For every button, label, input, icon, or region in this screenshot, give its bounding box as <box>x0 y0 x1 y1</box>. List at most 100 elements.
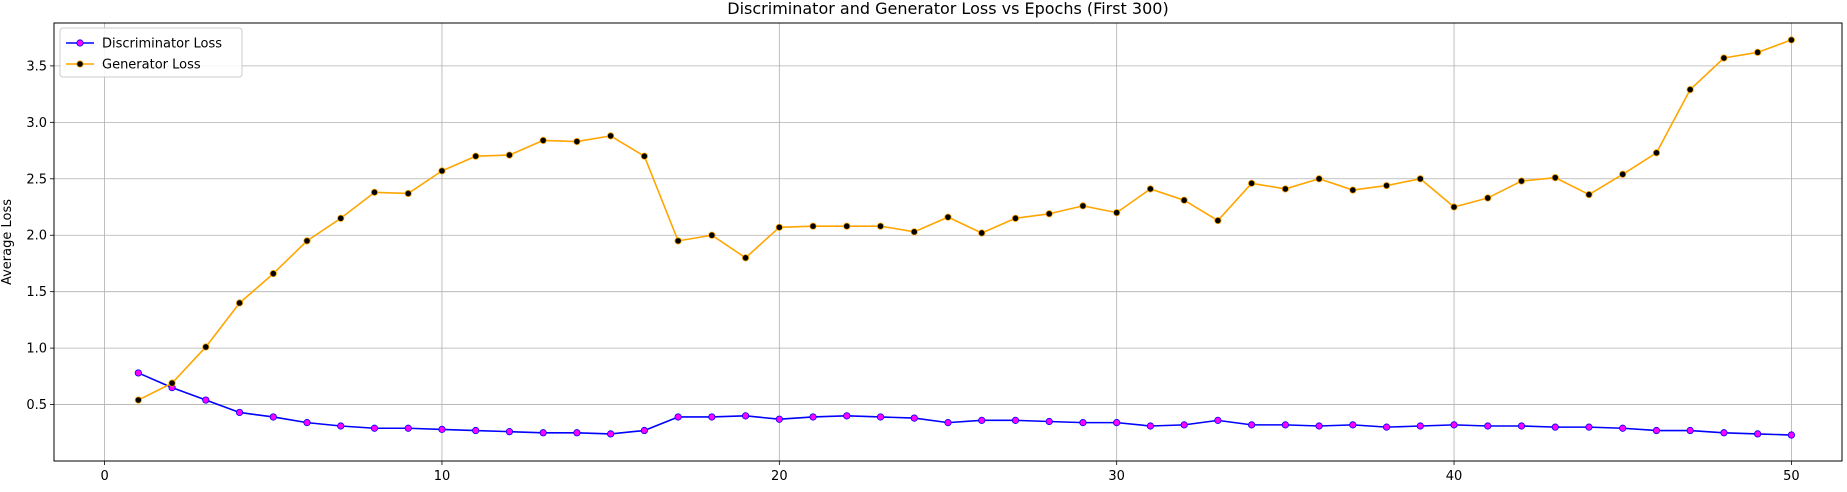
discriminator-loss-point <box>674 413 682 421</box>
discriminator-loss-line <box>138 372 1792 436</box>
generator-loss-point <box>134 396 142 404</box>
generator-loss-point <box>337 214 345 222</box>
discriminator-loss-point <box>1382 423 1391 431</box>
discriminator-loss-point <box>910 414 918 422</box>
discriminator-loss-point <box>1011 416 1020 424</box>
discriminator-loss-point <box>1079 419 1087 427</box>
discriminator-loss-point <box>573 429 581 437</box>
discriminator-loss-point <box>370 424 379 432</box>
discriminator-loss-point <box>1585 423 1593 431</box>
generator-loss-point <box>1011 214 1020 222</box>
generator-loss-line <box>137 39 1792 401</box>
generator-loss-point <box>370 188 379 196</box>
generator-loss-point <box>1686 86 1694 94</box>
generator-loss-point <box>1146 185 1155 193</box>
generator-loss-point <box>1450 203 1458 211</box>
discriminator-loss-point <box>775 415 783 423</box>
discriminator-loss-point <box>1754 430 1762 438</box>
discriminator-loss-point <box>1146 422 1155 430</box>
x-tick-label: 30 <box>1108 469 1125 484</box>
generator-loss-point <box>202 343 210 351</box>
generator-loss-point <box>741 254 750 262</box>
legend: Discriminator Loss Generator Loss <box>59 27 243 78</box>
discriminator-loss-point <box>1720 429 1728 437</box>
y-tick-label: 2.5 <box>26 172 47 187</box>
generator-loss-point <box>1079 202 1087 210</box>
series-layer <box>134 36 1795 439</box>
generator-loss-point <box>1787 36 1795 44</box>
generator-loss-point <box>1551 174 1559 182</box>
y-tick-label: 2.0 <box>26 229 47 244</box>
discriminator-loss-point <box>438 425 446 433</box>
generator-loss-point <box>269 270 277 278</box>
generator-loss-point <box>843 222 851 230</box>
discriminator-loss-point <box>202 396 210 404</box>
generator-loss-point <box>876 222 885 230</box>
generator-loss-point <box>438 167 446 175</box>
generator-loss-point <box>910 228 918 236</box>
discriminator-loss-point <box>708 413 716 421</box>
discriminator-loss-point <box>1517 422 1526 430</box>
generator-legend-marker <box>76 60 84 68</box>
ticks-layer: 0 10 20 30 40 50 0.5 1.0 1.5 2.0 2.5 3.0 3.5 <box>26 59 1799 484</box>
discriminator-loss-point <box>1315 422 1323 430</box>
generator-loss-point <box>1248 179 1256 187</box>
generator-loss-point <box>505 151 514 159</box>
discriminator-loss-point <box>640 426 648 435</box>
generator-loss-point <box>472 152 480 160</box>
y-axis-label: Average Loss <box>0 199 15 285</box>
x-tick-label: 40 <box>1446 469 1463 484</box>
y-tick-label: 1.0 <box>26 342 47 357</box>
y-tick-label: 3.0 <box>26 116 47 131</box>
generator-loss-point <box>1281 185 1289 193</box>
discriminator-loss-point <box>1349 421 1357 429</box>
plot-frame <box>53 22 1843 462</box>
generator-loss-point <box>1180 196 1188 204</box>
discriminator-loss-point <box>337 422 345 430</box>
discriminator-loss-point <box>843 412 851 420</box>
generator-loss-point <box>1754 48 1762 56</box>
discriminator-loss-point <box>1214 416 1222 424</box>
generator-loss-point <box>1214 216 1222 225</box>
discriminator-loss-point <box>978 416 986 424</box>
discriminator-loss-point <box>1248 421 1256 429</box>
discriminator-loss-point <box>1686 426 1694 435</box>
generator-loss-point <box>303 237 311 245</box>
generator-loss-point <box>1315 175 1323 183</box>
chart-title: Discriminator and Generator Loss vs Epoc… <box>727 0 1168 18</box>
generator-loss-point <box>607 132 615 140</box>
discriminator-loss-point <box>809 413 817 421</box>
discriminator-loss-point <box>876 413 885 421</box>
discriminator-loss-point <box>607 430 615 438</box>
y-tick-label: 0.5 <box>26 398 47 413</box>
discriminator-loss-point <box>1551 423 1559 431</box>
generator-loss-point <box>1652 149 1661 157</box>
generator-loss-point <box>404 189 412 198</box>
discriminator-loss-point <box>1113 419 1121 427</box>
generator-loss-point <box>1585 190 1593 199</box>
generator-loss-point <box>1619 170 1627 178</box>
discriminator-loss-point <box>1416 422 1424 430</box>
generator-loss-point <box>640 152 648 160</box>
legend-box <box>59 27 243 78</box>
generator-loss-point <box>573 137 581 146</box>
generator-loss-point <box>775 223 783 231</box>
grid-layer <box>54 23 1842 461</box>
x-tick-label: 50 <box>1783 469 1800 484</box>
generator-loss-point <box>1382 181 1391 190</box>
discriminator-loss-point <box>944 419 952 427</box>
generator-loss-point <box>235 299 244 307</box>
x-tick-label: 10 <box>434 469 451 484</box>
generator-loss-point <box>1113 209 1121 217</box>
discriminator-loss-point <box>1450 421 1458 429</box>
generator-loss-point <box>168 379 176 387</box>
discriminator-loss-point <box>303 419 311 427</box>
discriminator-loss-point <box>472 426 480 435</box>
discriminator-loss-point <box>1180 421 1188 429</box>
x-tick-label: 20 <box>771 469 788 484</box>
generator-loss-point <box>1349 186 1357 194</box>
discriminator-loss-point <box>1652 426 1661 435</box>
discriminator-loss-point <box>539 429 547 437</box>
